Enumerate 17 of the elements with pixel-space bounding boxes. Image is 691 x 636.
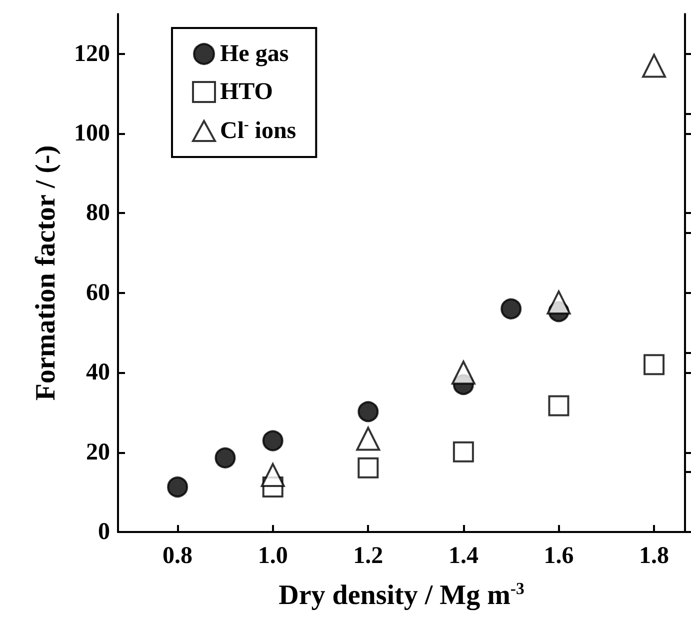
y-tick-label: 20 — [86, 439, 110, 466]
y-tick-label: 120 — [74, 40, 110, 67]
y-tick-label: 40 — [86, 360, 110, 386]
y-tick-label: 0 — [98, 519, 110, 545]
legend-label: Cl- ions — [220, 117, 296, 144]
x-tick-label: 0.8 — [162, 543, 193, 569]
legend-label: HTO — [220, 79, 273, 105]
x-tick-label: 1.6 — [544, 543, 574, 569]
x-tick-label: 1.0 — [258, 543, 288, 569]
legend-label: He gas — [220, 41, 289, 67]
y-tick-label: 60 — [86, 280, 110, 306]
y-tick-label: 80 — [86, 200, 110, 226]
y-tick-label: 100 — [74, 120, 110, 147]
x-tick-label: 1.4 — [448, 543, 478, 569]
x-tick-label: 1.8 — [639, 543, 670, 569]
x-tick-label: 1.2 — [353, 543, 384, 569]
y-axis-title: Formation factor / (-) — [30, 145, 62, 401]
